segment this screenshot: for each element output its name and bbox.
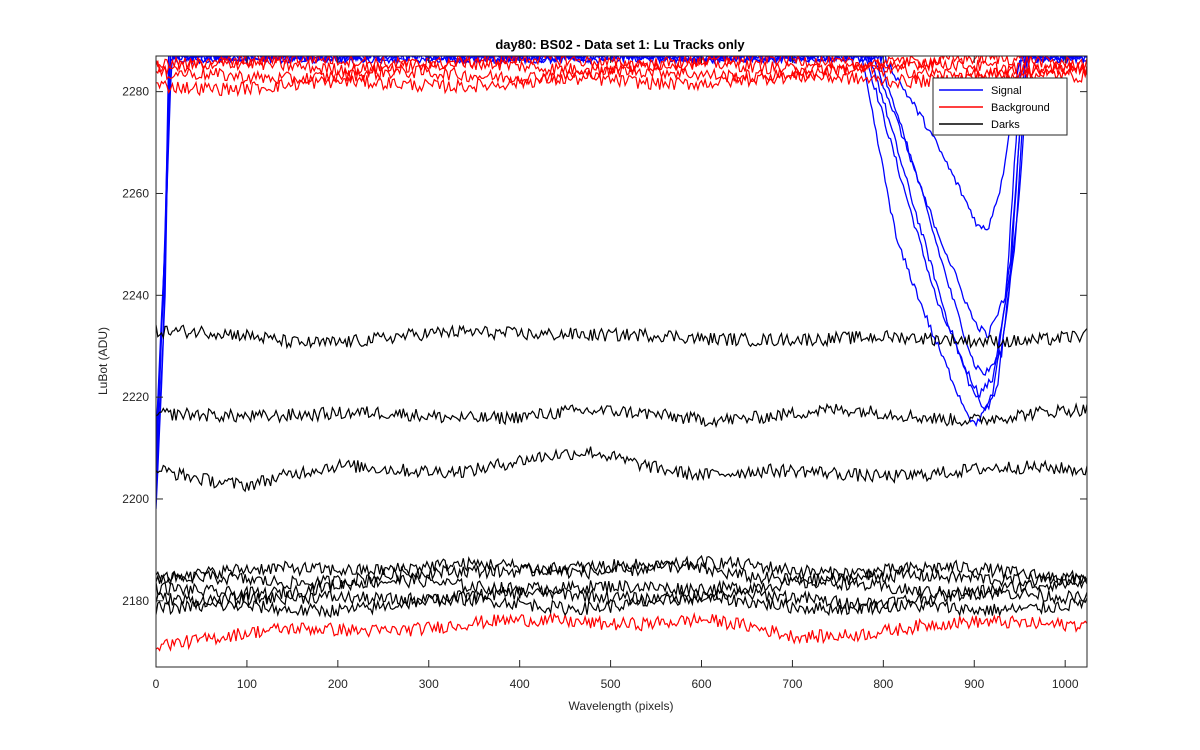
- x-tick-label: 0: [153, 677, 160, 691]
- axes-box: [155, 55, 1088, 668]
- series-line-darks-17: [156, 584, 1087, 612]
- x-tick-label: 600: [691, 677, 711, 691]
- chart-title: day80: BS02 - Data set 1: Lu Tracks only: [495, 37, 745, 52]
- series-line-darks-16: [156, 572, 1087, 602]
- y-tick-label: 2240: [122, 288, 149, 302]
- y-tick-label: 2280: [122, 85, 149, 99]
- y-tick-label: 2200: [122, 492, 149, 506]
- legend-label-background: Background: [991, 102, 1050, 114]
- series-line-darks-11: [156, 324, 1087, 350]
- y-tick-label: 2180: [122, 594, 149, 608]
- series-line-background-9: [156, 65, 1087, 98]
- y-tick-label: 2260: [122, 186, 149, 200]
- ticks-layer: 0 100 200 300 400 500 600 700 800 900 1000 2180 2200…: [122, 56, 1087, 691]
- series-line-darks-18: [156, 589, 1087, 618]
- x-tick-label: 900: [964, 677, 984, 691]
- series-line-signal-1: [156, 56, 1083, 509]
- series-line-signal-2: [156, 56, 1087, 477]
- series-line-background-8: [156, 61, 1087, 86]
- x-tick-label: 200: [328, 677, 348, 691]
- x-tick-label: 800: [873, 677, 893, 691]
- y-axis-label: LuBot (ADU): [96, 327, 110, 395]
- x-tick-label: 100: [237, 677, 257, 691]
- legend: Signal Background Darks: [932, 77, 1068, 136]
- series-line-darks-15: [156, 558, 1087, 591]
- series-line-background-6: [156, 56, 1087, 73]
- series-line-signal-5: [156, 56, 1087, 494]
- series-line-background-10: [156, 611, 1087, 652]
- x-tick-label: 400: [510, 677, 530, 691]
- x-axis-label: Wavelength (pixels): [569, 699, 674, 713]
- series-layer: [156, 56, 1087, 652]
- x-tick-label: 1000: [1052, 677, 1079, 691]
- x-tick-label: 700: [782, 677, 802, 691]
- series-line-darks-13: [156, 446, 1087, 493]
- legend-label-darks: Darks: [991, 119, 1020, 131]
- legend-label-signal: Signal: [991, 85, 1022, 97]
- x-tick-label: 500: [601, 677, 621, 691]
- y-tick-label: 2220: [122, 390, 149, 404]
- x-tick-label: 300: [419, 677, 439, 691]
- series-line-darks-12: [156, 402, 1087, 429]
- series-line-background-7: [156, 56, 1087, 78]
